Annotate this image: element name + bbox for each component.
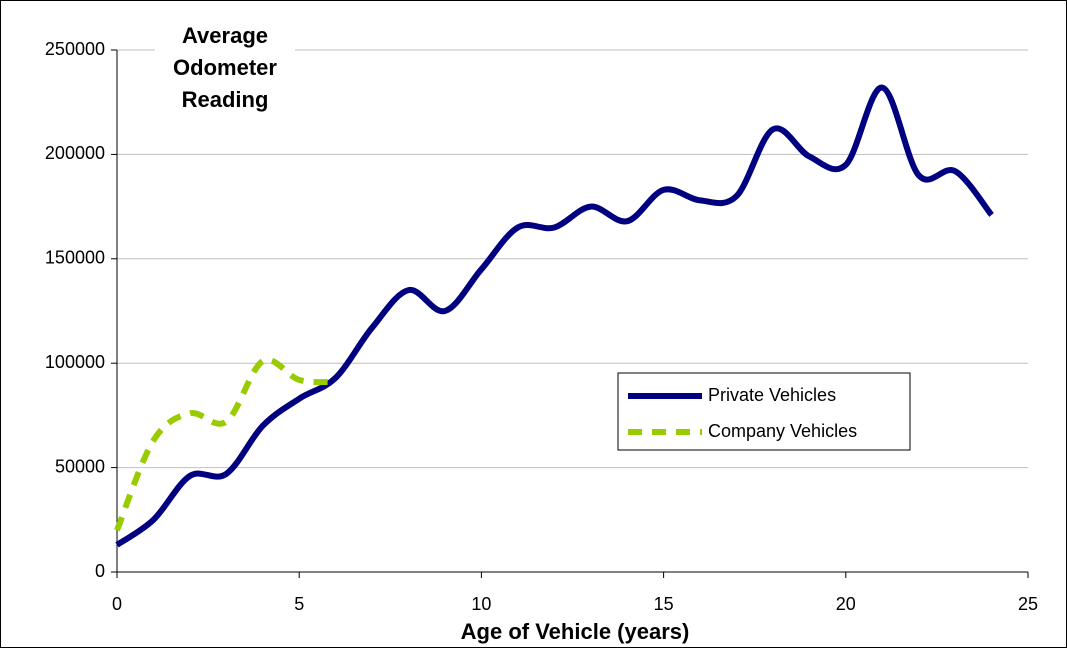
series-line bbox=[114, 356, 336, 532]
x-tick-label: 20 bbox=[836, 594, 856, 614]
x-axis-label: Age of Vehicle (years) bbox=[461, 619, 690, 644]
x-tick-label: 5 bbox=[294, 594, 304, 614]
y-tick-label: 0 bbox=[95, 561, 105, 581]
x-tick-label: 25 bbox=[1018, 594, 1038, 614]
legend-box bbox=[617, 372, 911, 451]
chart-title: Average Odometer Reading bbox=[155, 18, 295, 118]
series-line bbox=[115, 84, 994, 548]
y-tick-label: 50000 bbox=[55, 456, 105, 476]
x-tick-label: 10 bbox=[471, 594, 491, 614]
x-tick-label: 15 bbox=[654, 594, 674, 614]
y-tick-label: 100000 bbox=[45, 352, 105, 372]
legend-label: Company Vehicles bbox=[708, 421, 857, 441]
y-tick-label: 200000 bbox=[45, 143, 105, 163]
y-tick-label: 150000 bbox=[45, 248, 105, 268]
x-tick-label: 0 bbox=[112, 594, 122, 614]
y-tick-label: 250000 bbox=[45, 39, 105, 59]
legend-label: Private Vehicles bbox=[708, 385, 836, 405]
